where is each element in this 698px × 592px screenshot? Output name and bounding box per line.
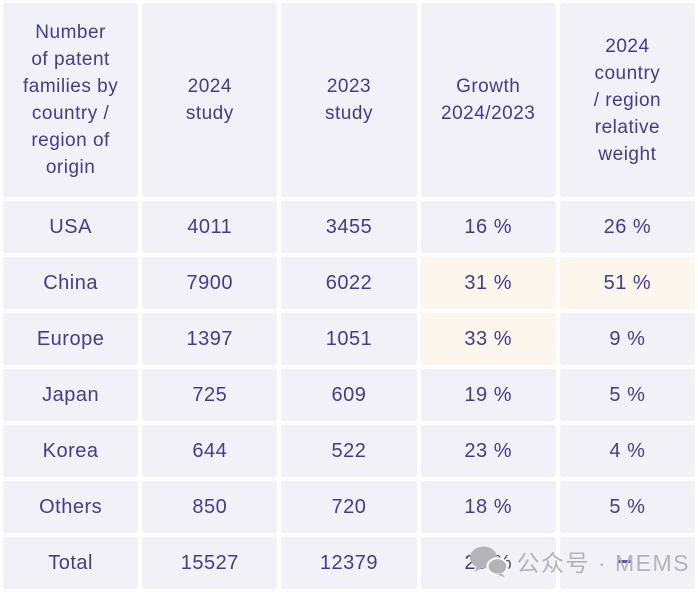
cell-others-weight: 5 %: [559, 481, 695, 533]
watermark-text: 公众号 · MEMS: [516, 550, 690, 576]
row-label-china: China: [3, 257, 139, 309]
cell-total-weight: [559, 537, 695, 589]
cell-korea-growth: 23 %: [420, 425, 556, 477]
cell-others-2023: 720: [281, 481, 417, 533]
cell-usa-2023: 3455: [281, 201, 417, 253]
wechat-icon: [468, 545, 510, 578]
cell-china-weight: 51 %: [559, 257, 695, 309]
cell-china-growth: 31 %: [420, 257, 556, 309]
cell-korea-2024: 644: [142, 425, 278, 477]
header-origin: Number of patent families by country / r…: [3, 3, 139, 197]
cell-china-2023: 6022: [281, 257, 417, 309]
obscured-text-fragment: [617, 560, 632, 563]
watermark: 公众号 · MEMS: [468, 544, 690, 578]
cell-total-2023: 12379: [281, 537, 417, 589]
cell-korea-weight: 4 %: [559, 425, 695, 477]
cell-japan-weight: 5 %: [559, 369, 695, 421]
row-label-others: Others: [3, 481, 139, 533]
cell-others-2024: 850: [142, 481, 278, 533]
cell-others-growth: 18 %: [420, 481, 556, 533]
header-relative-weight: 2024 country / region relative weight: [559, 3, 695, 197]
cell-total-2024: 15527: [142, 537, 278, 589]
cell-europe-weight: 9 %: [559, 313, 695, 365]
header-2024-study: 2024 study: [142, 3, 278, 197]
cell-japan-growth: 19 %: [420, 369, 556, 421]
header-growth: Growth 2024/2023: [420, 3, 556, 197]
cell-china-2024: 7900: [142, 257, 278, 309]
row-label-japan: Japan: [3, 369, 139, 421]
cell-europe-2023: 1051: [281, 313, 417, 365]
row-label-europe: Europe: [3, 313, 139, 365]
row-label-korea: Korea: [3, 425, 139, 477]
cell-usa-2024: 4011: [142, 201, 278, 253]
cell-usa-growth: 16 %: [420, 201, 556, 253]
cell-europe-2024: 1397: [142, 313, 278, 365]
cell-usa-weight: 26 %: [559, 201, 695, 253]
cell-japan-2023: 609: [281, 369, 417, 421]
row-label-usa: USA: [3, 201, 139, 253]
cell-japan-2024: 725: [142, 369, 278, 421]
cell-korea-2023: 522: [281, 425, 417, 477]
row-label-total: Total: [3, 537, 139, 589]
header-2023-study: 2023 study: [281, 3, 417, 197]
cell-europe-growth: 33 %: [420, 313, 556, 365]
